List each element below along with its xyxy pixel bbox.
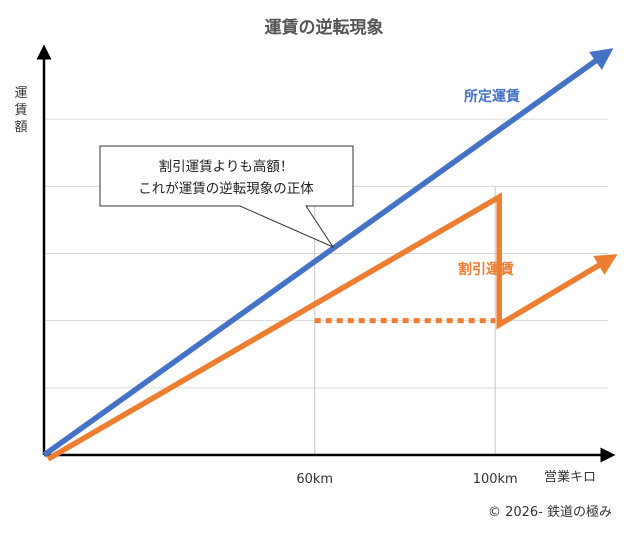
x-tick-label-0: 60km: [296, 472, 333, 487]
chart-title: 運賃の逆転現象: [265, 17, 384, 38]
x-axis-label: 営業キロ: [544, 469, 596, 485]
series-label-waribiki: 割引運賃: [458, 261, 514, 278]
annotation-callout: 割引運賃よりも高額！ これが運賃の逆転現象の正体: [99, 145, 354, 249]
series-label-teigi: 所定運賃: [464, 88, 520, 105]
x-tick-labels: 60km 100km: [296, 472, 517, 487]
series-line-waribiki: [46, 192, 618, 462]
copyright-text: © 2026- 鉄道の極み: [488, 504, 612, 520]
series-line-teigi: [42, 48, 614, 458]
y-axis-label: 運賃額: [14, 86, 27, 135]
callout-box: [99, 145, 354, 249]
callout-line-2: これが運賃の逆転現象の正体: [138, 181, 314, 197]
series-lines: [42, 48, 618, 462]
callout-line-1: 割引運賃よりも高額！: [159, 158, 294, 175]
x-tick-label-1: 100km: [473, 472, 518, 487]
